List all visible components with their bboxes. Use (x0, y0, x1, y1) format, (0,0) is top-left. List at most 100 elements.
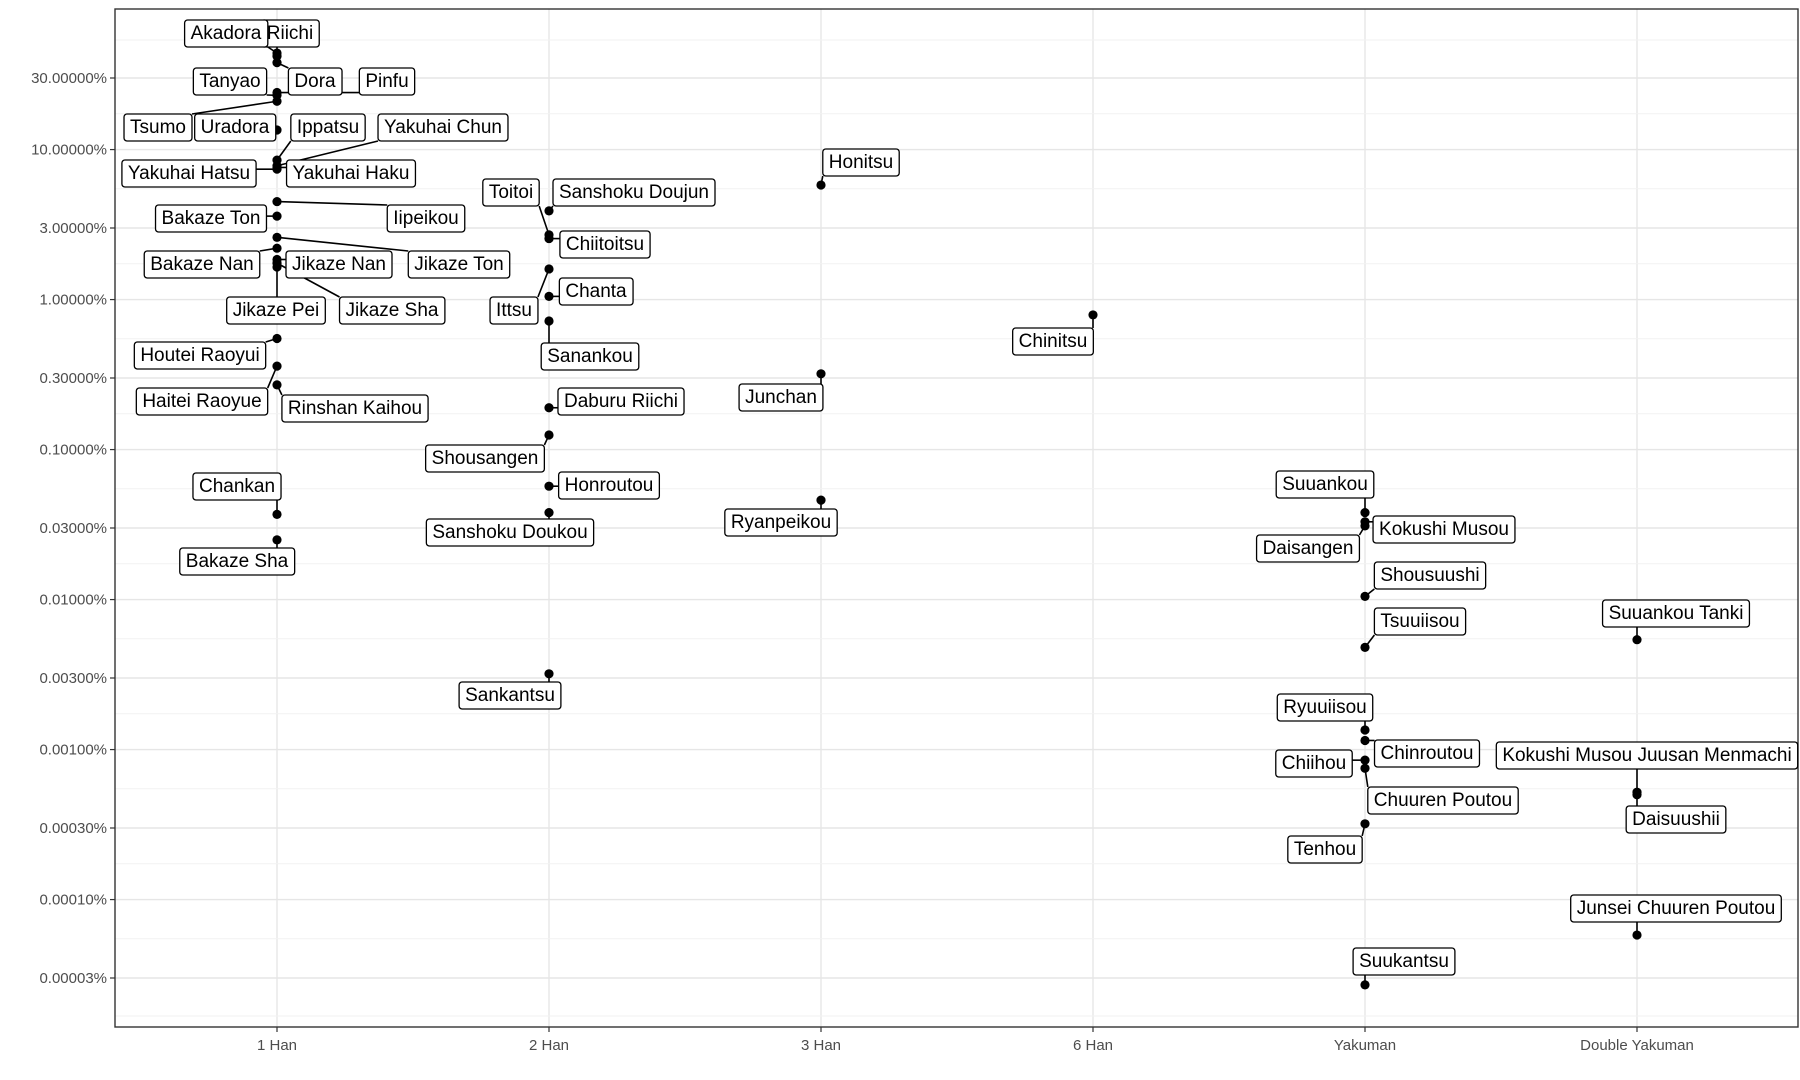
data-point-tsuuiisou (1360, 642, 1370, 652)
label-pinfu: Pinfu (358, 67, 416, 96)
label-text: Ittsu (496, 300, 532, 321)
data-point-suuankou (1360, 508, 1370, 518)
data-point-haitei-raoyue (272, 361, 282, 371)
label-box (458, 681, 562, 710)
label-shousangen: Shousangen (424, 444, 546, 473)
data-point-jikaze-ton (272, 232, 282, 242)
label-box (1373, 739, 1481, 768)
data-point-suukantsu (1360, 980, 1370, 990)
data-point-chinroutou (1360, 735, 1370, 746)
label-box (1012, 327, 1094, 356)
label-text: Iipeikou (393, 208, 459, 229)
label-text: Uradora (201, 117, 270, 138)
label-text: Bakaze Nan (150, 254, 254, 275)
label-text: Jikaze Sha (346, 300, 439, 321)
label-text: Junsei Chuuren Poutou (1577, 898, 1776, 919)
label-text: Tanyao (199, 71, 260, 92)
label-text: Ryuuiisou (1283, 697, 1366, 718)
label-text: Tsumo (130, 117, 186, 138)
label-box (290, 113, 366, 142)
x-tick-label: 2 Han (529, 1037, 569, 1054)
label-box (489, 296, 539, 325)
label-suuankou-tanki: Suuankou Tanki (1601, 599, 1751, 628)
data-point-daisuushii (1632, 790, 1642, 800)
data-point-shousangen (544, 430, 554, 440)
label-box (424, 444, 546, 473)
label-box (143, 250, 261, 279)
label-yakuhai-haku: Yakuhai Haku (285, 159, 417, 188)
y-tick-label: 0.00100% (39, 742, 107, 759)
label-box (285, 250, 393, 279)
label-tsumo: Tsumo (123, 113, 193, 142)
y-tick-label: 1.00000% (39, 292, 107, 309)
label-box (558, 277, 634, 306)
label-dora: Dora (287, 67, 343, 96)
label-suukantsu: Suukantsu (1352, 947, 1456, 976)
label-box (1287, 835, 1363, 864)
label-text: Shousangen (432, 448, 539, 469)
label-bakaze-nan: Bakaze Nan (143, 250, 261, 279)
label-box (285, 159, 417, 188)
data-point-daisangen (1360, 521, 1370, 531)
label-box (738, 383, 824, 412)
label-ittsu: Ittsu (489, 296, 539, 325)
label-ryanpeikou: Ryanpeikou (724, 508, 838, 537)
data-point-chiitoitsu (544, 233, 554, 244)
label-jikaze-pei: Jikaze Pei (226, 296, 326, 325)
label-honroutou: Honroutou (557, 471, 661, 500)
label-text: Toitoi (489, 182, 533, 203)
label-yakuhai-chun: Yakuhai Chun (377, 113, 509, 142)
label-box (183, 19, 269, 48)
data-point-daburu-riichi (544, 403, 554, 413)
label-houtei-raoyui: Houtei Raoyui (133, 341, 267, 370)
label-chiihou: Chiihou (1275, 749, 1353, 778)
label-box (358, 67, 416, 96)
leader-line (276, 200, 388, 206)
label-text: Suuankou Tanki (1609, 603, 1744, 624)
label-text: Honroutou (565, 475, 654, 496)
y-tick-label: 0.30000% (39, 370, 107, 387)
data-points (272, 48, 1642, 990)
label-akadora: Akadora (183, 19, 269, 48)
label-text: Yakuhai Hatsu (128, 163, 250, 184)
label-box (192, 472, 282, 501)
label-chiitoitsu: Chiitoitsu (559, 230, 651, 259)
label-box (226, 296, 326, 325)
y-tick-label: 0.01000% (39, 592, 107, 609)
y-tick-label: 0.00030% (39, 820, 107, 837)
y-tick-label: 0.00003% (39, 970, 107, 987)
label-box (552, 178, 716, 207)
label-uradora: Uradora (194, 113, 277, 142)
data-point-chinitsu (1088, 310, 1098, 320)
label-box (192, 67, 268, 96)
label-text: Chankan (199, 476, 275, 497)
label-bakaze-ton: Bakaze Ton (154, 204, 268, 233)
label-text: Daisuushii (1632, 809, 1720, 830)
label-box (194, 113, 277, 142)
data-point-houtei-raoyui (272, 333, 282, 344)
data-point-tenhou (1360, 819, 1370, 829)
data-point-tsumo (272, 96, 282, 106)
data-point-yakuhai-hatsu (272, 164, 282, 174)
label-box (559, 230, 651, 259)
label-box (135, 387, 269, 416)
label-text: Rinshan Kaihou (288, 398, 422, 419)
data-point-bakaze-ton (272, 211, 282, 221)
data-point-honroutou (544, 481, 554, 491)
label-sanshoku-doukou: Sanshoku Doukou (425, 518, 595, 547)
leader-line (276, 236, 409, 252)
label-daburu-riichi: Daburu Riichi (557, 387, 685, 416)
label-junsei-chuuren-poutou: Junsei Chuuren Poutou (1570, 894, 1782, 923)
leader-line (191, 100, 278, 115)
label-tsuuiisou: Tsuuiisou (1373, 607, 1467, 636)
label-rinshan-kaihou: Rinshan Kaihou (281, 394, 429, 423)
label-box (1275, 470, 1375, 499)
data-point-sanshoku-doujun (544, 206, 554, 216)
label-shousuushi: Shousuushi (1373, 561, 1487, 590)
label-box (724, 508, 838, 537)
label-haitei-raoyue: Haitei Raoyue (135, 387, 269, 416)
data-point-chiihou (1360, 755, 1370, 765)
label-text: Shousuushi (1380, 565, 1479, 586)
label-text: Tenhou (1294, 839, 1356, 860)
